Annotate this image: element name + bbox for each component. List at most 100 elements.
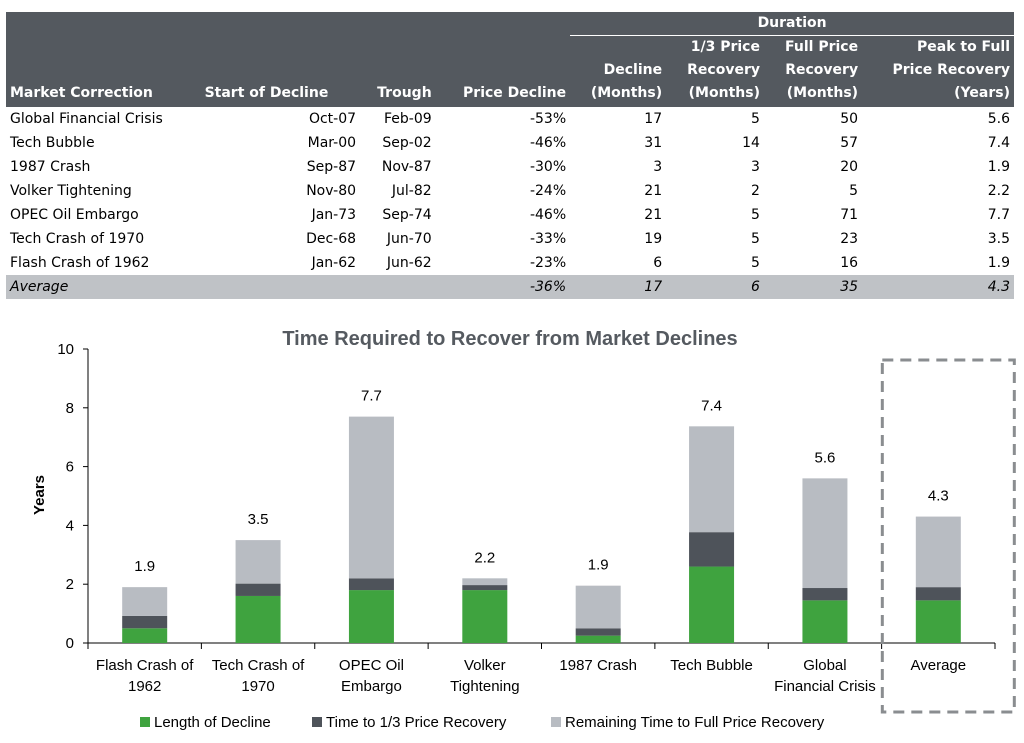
bar-segment-time-to-1-3-price-recovery <box>575 628 621 636</box>
x-category-label: OPEC Oil <box>339 657 404 674</box>
bar-segment-length-of-decline <box>348 590 394 643</box>
cell-peak-to-full-years: 2.2 <box>987 183 1010 199</box>
bar-segment-time-to-1-3-price-recovery <box>462 585 508 591</box>
table-body: Global Financial Crisis Oct-07 Feb-09 -53% 1… <box>6 107 1014 299</box>
cell-start-of-decline: Jan-73 <box>311 207 357 223</box>
cell-full-recovery-months: 23 <box>840 231 859 247</box>
chart-title: Time Required to Recover from Market Dec… <box>282 328 737 350</box>
cell-full-recovery-months: 35 <box>763 275 863 299</box>
bar-segment-time-to-1-3-price-recovery <box>348 578 394 591</box>
legend-label: Remaining Time to Full Price Recovery <box>565 714 825 731</box>
col-header-decline-months-l1: Decline <box>570 59 667 82</box>
cell-price-decline: -33% <box>529 231 567 247</box>
table-row-average: Average -36% 17 6 35 4.3 <box>6 275 1014 299</box>
x-category-label: Tightening <box>450 678 520 695</box>
col-header-price-decline: Price Decline <box>435 82 571 107</box>
col-header-third-recovery-l3: (Months) <box>666 82 764 107</box>
cell-peak-to-full-years: 3.5 <box>987 231 1010 247</box>
bar-segment-time-to-1-3-price-recovery <box>689 532 735 567</box>
col-header-decline-months-l2: (Months) <box>570 82 667 107</box>
col-header-full-recovery-l1: Full Price <box>763 35 863 59</box>
cell-peak-to-full-years: 7.4 <box>987 135 1010 151</box>
bar-segment-length-of-decline <box>689 566 735 643</box>
table-row: Tech Bubble Mar-00 Sep-02 -46% 31 14 57 7.4 <box>6 131 1014 155</box>
x-category-label: Tech Crash of <box>212 657 305 674</box>
legend-swatch <box>312 717 322 727</box>
bar-total-label: 1.9 <box>134 558 155 575</box>
table-row: Volker Tightening Nov-80 Jul-82 -24% 21 2 5 2.2 <box>6 179 1014 203</box>
cell-decline-months: 3 <box>653 159 663 175</box>
cell-market-correction: Average <box>6 275 201 299</box>
cell-full-recovery-months: 57 <box>840 135 859 151</box>
bar-segment-remaining-time-to-full-price-recovery <box>915 516 961 588</box>
table-row: Global Financial Crisis Oct-07 Feb-09 -53% 1… <box>6 107 1014 131</box>
x-category-label: Average <box>911 657 967 674</box>
bar-total-label: 7.7 <box>361 388 382 405</box>
col-header-peak-to-full-l1: Peak to Full <box>862 35 1014 59</box>
cell-price-decline: -23% <box>529 255 567 271</box>
bar-total-label: 1.9 <box>588 557 609 574</box>
y-tick-label: 4 <box>66 517 74 534</box>
cell-decline-months: 19 <box>644 231 663 247</box>
cell-full-recovery-months: 16 <box>840 255 859 271</box>
cell-start-of-decline: Nov-80 <box>306 183 357 199</box>
cell-price-decline: -53% <box>529 111 567 127</box>
y-tick-label: 6 <box>66 459 74 476</box>
col-header-third-recovery-l2: Recovery <box>666 59 764 82</box>
cell-price-decline: -46% <box>529 207 567 223</box>
table-row: Flash Crash of 1962 Jan-62 Jun-62 -23% 6 5 16 1… <box>6 251 1014 275</box>
cell-third-recovery-months: 5 <box>751 207 760 223</box>
cell-decline-months: 17 <box>570 275 667 299</box>
x-category-label: 1962 <box>128 678 161 695</box>
x-category-label: Volker <box>464 657 506 674</box>
cell-peak-to-full-years: 4.3 <box>862 275 1014 299</box>
market-corrections-table: Duration 1/3 Price Full Price Peak to Fu… <box>6 12 1014 299</box>
col-header-market-correction: Market Correction <box>6 82 201 107</box>
bar-segment-remaining-time-to-full-price-recovery <box>802 478 848 589</box>
cell-peak-to-full-years: 1.9 <box>987 255 1010 271</box>
bar-segment-remaining-time-to-full-price-recovery <box>575 585 621 629</box>
average-highlight-box <box>880 358 1016 714</box>
cell-third-recovery-months: 6 <box>666 275 764 299</box>
bar-segment-time-to-1-3-price-recovery <box>122 615 168 629</box>
cell-trough: Nov-87 <box>381 159 432 175</box>
legend-label: Time to 1/3 Price Recovery <box>326 714 507 731</box>
cell-start-of-decline: Jan-62 <box>311 255 357 271</box>
cell-trough <box>360 275 436 299</box>
legend-swatch <box>140 717 150 727</box>
cell-market-correction: Global Financial Crisis <box>10 111 163 127</box>
x-category-label: Global <box>803 657 846 674</box>
cell-peak-to-full-years: 1.9 <box>987 159 1010 175</box>
cell-third-recovery-months: 5 <box>751 231 760 247</box>
bar-segment-length-of-decline <box>575 635 621 643</box>
bar-segment-remaining-time-to-full-price-recovery <box>462 578 508 586</box>
col-header-peak-to-full-l3: (Years) <box>862 82 1014 107</box>
bar-total-label: 3.5 <box>248 511 269 528</box>
cell-market-correction: 1987 Crash <box>10 159 91 175</box>
y-tick-label: 10 <box>57 341 74 358</box>
x-category-label: 1970 <box>241 678 274 695</box>
col-header-full-recovery-l2: Recovery <box>763 59 863 82</box>
cell-full-recovery-months: 5 <box>849 183 859 199</box>
cell-market-correction: Flash Crash of 1962 <box>10 255 150 271</box>
cell-price-decline: -36% <box>435 275 571 299</box>
cell-market-correction: Tech Bubble <box>10 135 95 151</box>
cell-decline-months: 21 <box>644 207 663 223</box>
cell-full-recovery-months: 20 <box>840 159 859 175</box>
cell-peak-to-full-years: 7.7 <box>987 207 1010 223</box>
x-category-label: Financial Crisis <box>774 678 876 695</box>
legend-label: Length of Decline <box>154 714 271 731</box>
col-header-trough: Trough <box>360 82 436 107</box>
cell-market-correction: Tech Crash of 1970 <box>10 231 145 247</box>
cell-peak-to-full-years: 5.6 <box>987 111 1010 127</box>
y-tick-label: 0 <box>66 635 74 652</box>
cell-start-of-decline: Sep-87 <box>306 159 357 175</box>
bar-segment-length-of-decline <box>802 600 848 643</box>
chart-plot-area: 0 2 4 6 8 10 1.9 Flash Crash of 1962 3.5 Tech Cras… <box>57 341 1016 731</box>
bar-total-label: 7.4 <box>701 397 722 414</box>
cell-price-decline: -46% <box>529 135 567 151</box>
cell-trough: Jul-82 <box>391 183 432 199</box>
cell-start-of-decline <box>200 275 361 299</box>
bar-segment-time-to-1-3-price-recovery <box>802 588 848 601</box>
cell-market-correction: Volker Tightening <box>10 183 132 199</box>
